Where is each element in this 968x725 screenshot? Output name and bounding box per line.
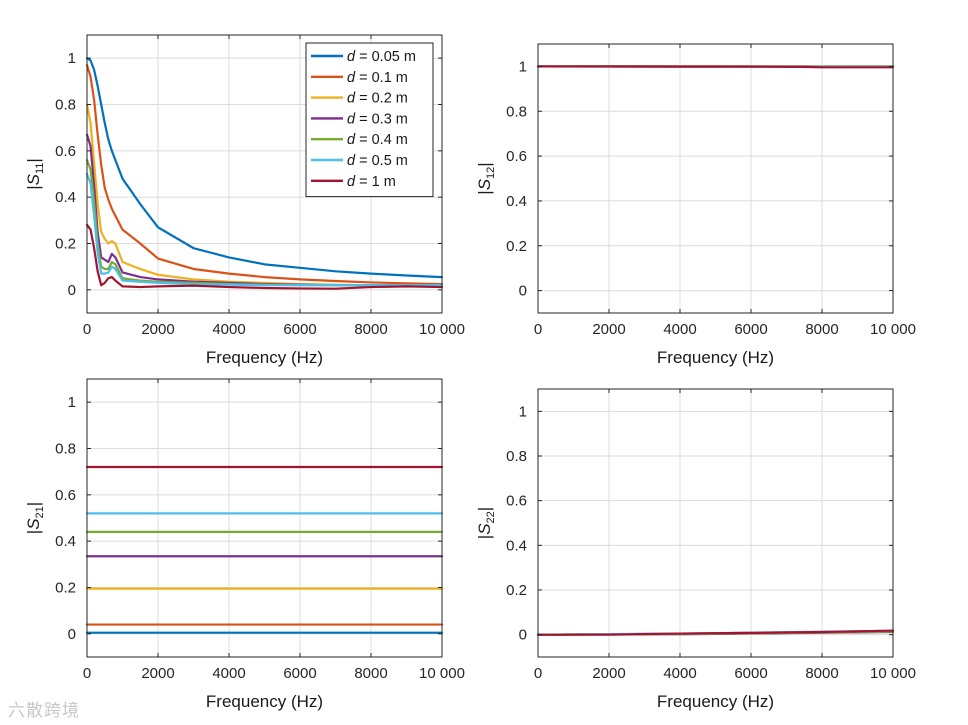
x-axis-label: Frequency (Hz) <box>657 348 774 367</box>
legend <box>305 42 434 198</box>
y-tick-label: 0 <box>68 626 76 643</box>
x-tick-label: 8000 <box>354 321 387 338</box>
plot-s11: 0 2000 4000 6000 8000 10 000 0 0.2 0.4 0.6 0.8 1 Fre… <box>24 34 465 367</box>
y-tick-label: 0.2 <box>506 582 527 599</box>
x-tick-label: 10 000 <box>419 321 465 338</box>
legend-entry: d = 0.05 m <box>347 49 416 65</box>
legend-entry: d = 0.3 m <box>347 111 408 127</box>
x-tick-label: 0 <box>83 321 91 338</box>
plot-s21: 0 2000 4000 6000 8000 10 000 0 0.2 0.4 0.6 0.8 1 Fre… <box>24 378 465 711</box>
y-tick-label: 0.2 <box>55 580 76 597</box>
x-tick-label: 6000 <box>283 321 316 338</box>
legend-entry: d = 1 m <box>347 174 396 190</box>
y-tick-label: 1 <box>519 58 527 75</box>
y-tick-label: 0.8 <box>506 448 527 465</box>
x-tick-label: 6000 <box>283 665 316 682</box>
y-tick-label: 0.6 <box>55 143 76 160</box>
y-tick-label: 1 <box>519 403 527 420</box>
y-tick-label: 0.8 <box>506 103 527 120</box>
x-tick-label: 0 <box>534 321 542 338</box>
x-tick-label: 4000 <box>212 665 245 682</box>
x-tick-label: 10 000 <box>870 665 916 682</box>
x-tick-label: 6000 <box>734 665 767 682</box>
y-tick-label: 0 <box>68 282 76 299</box>
series-line-s22 <box>536 629 895 636</box>
y-tick-label: 0.8 <box>55 97 76 114</box>
x-tick-label: 8000 <box>805 321 838 338</box>
series-line-s11 <box>85 64 444 286</box>
legend-entry: d = 0.4 m <box>347 132 408 148</box>
x-tick-label: 0 <box>83 665 91 682</box>
series-line-s11 <box>85 172 444 287</box>
x-tick-label: 10 000 <box>870 321 916 338</box>
y-tick-label: 0.6 <box>506 493 527 510</box>
legend-entry: d = 0.2 m <box>347 91 408 107</box>
x-axis-label: Frequency (Hz) <box>206 348 323 367</box>
y-tick-label: 0.4 <box>55 533 76 550</box>
y-axis-label: |S22| <box>475 507 497 539</box>
y-axis-label: |S11| <box>24 158 46 190</box>
series-line-s11 <box>85 223 444 290</box>
x-tick-label: 8000 <box>354 665 387 682</box>
y-axis-label: |S21| <box>24 502 46 534</box>
watermark: 六散跨境 <box>8 701 80 721</box>
y-tick-label: 0.4 <box>55 189 76 206</box>
x-axis-label: Frequency (Hz) <box>206 692 323 711</box>
y-tick-label: 1 <box>68 50 76 67</box>
y-tick-label: 0.2 <box>55 236 76 253</box>
x-tick-label: 10 000 <box>419 665 465 682</box>
x-tick-label: 2000 <box>141 665 174 682</box>
x-tick-label: 4000 <box>212 321 245 338</box>
legend-entry: d = 0.5 m <box>347 153 408 169</box>
y-tick-label: 0 <box>519 627 527 644</box>
axis-box <box>537 388 894 658</box>
y-tick-label: 0.2 <box>506 238 527 255</box>
y-tick-label: 1 <box>68 394 76 411</box>
x-tick-label: 2000 <box>592 665 625 682</box>
legend-entry: d = 0.1 m <box>347 70 408 86</box>
plot-s22: 0 2000 4000 6000 8000 10 000 0 0.2 0.4 0.6 0.8 1 Fre… <box>475 388 916 711</box>
y-tick-label: 0.4 <box>506 193 527 210</box>
y-axis-label: |S12| <box>475 162 497 194</box>
x-tick-label: 2000 <box>592 321 625 338</box>
x-tick-label: 4000 <box>663 665 696 682</box>
x-axis-label: Frequency (Hz) <box>657 692 774 711</box>
axis-box <box>86 34 443 314</box>
axis-box <box>537 43 894 314</box>
x-tick-label: 6000 <box>734 321 767 338</box>
y-tick-label: 0.6 <box>55 487 76 504</box>
axis-box <box>86 378 443 658</box>
y-tick-label: 0 <box>519 283 527 300</box>
series-line-s12 <box>536 65 895 69</box>
x-tick-label: 8000 <box>805 665 838 682</box>
series-line-s11 <box>85 57 444 279</box>
x-tick-label: 0 <box>534 665 542 682</box>
y-tick-label: 0.6 <box>506 148 527 165</box>
y-tick-label: 0.4 <box>506 537 527 554</box>
x-tick-label: 2000 <box>141 321 174 338</box>
x-tick-label: 4000 <box>663 321 696 338</box>
plot-s12: 0 2000 4000 6000 8000 10 000 0 0.2 0.4 0.6 0.8 1 Fre… <box>475 43 916 367</box>
y-tick-label: 0.8 <box>55 441 76 458</box>
